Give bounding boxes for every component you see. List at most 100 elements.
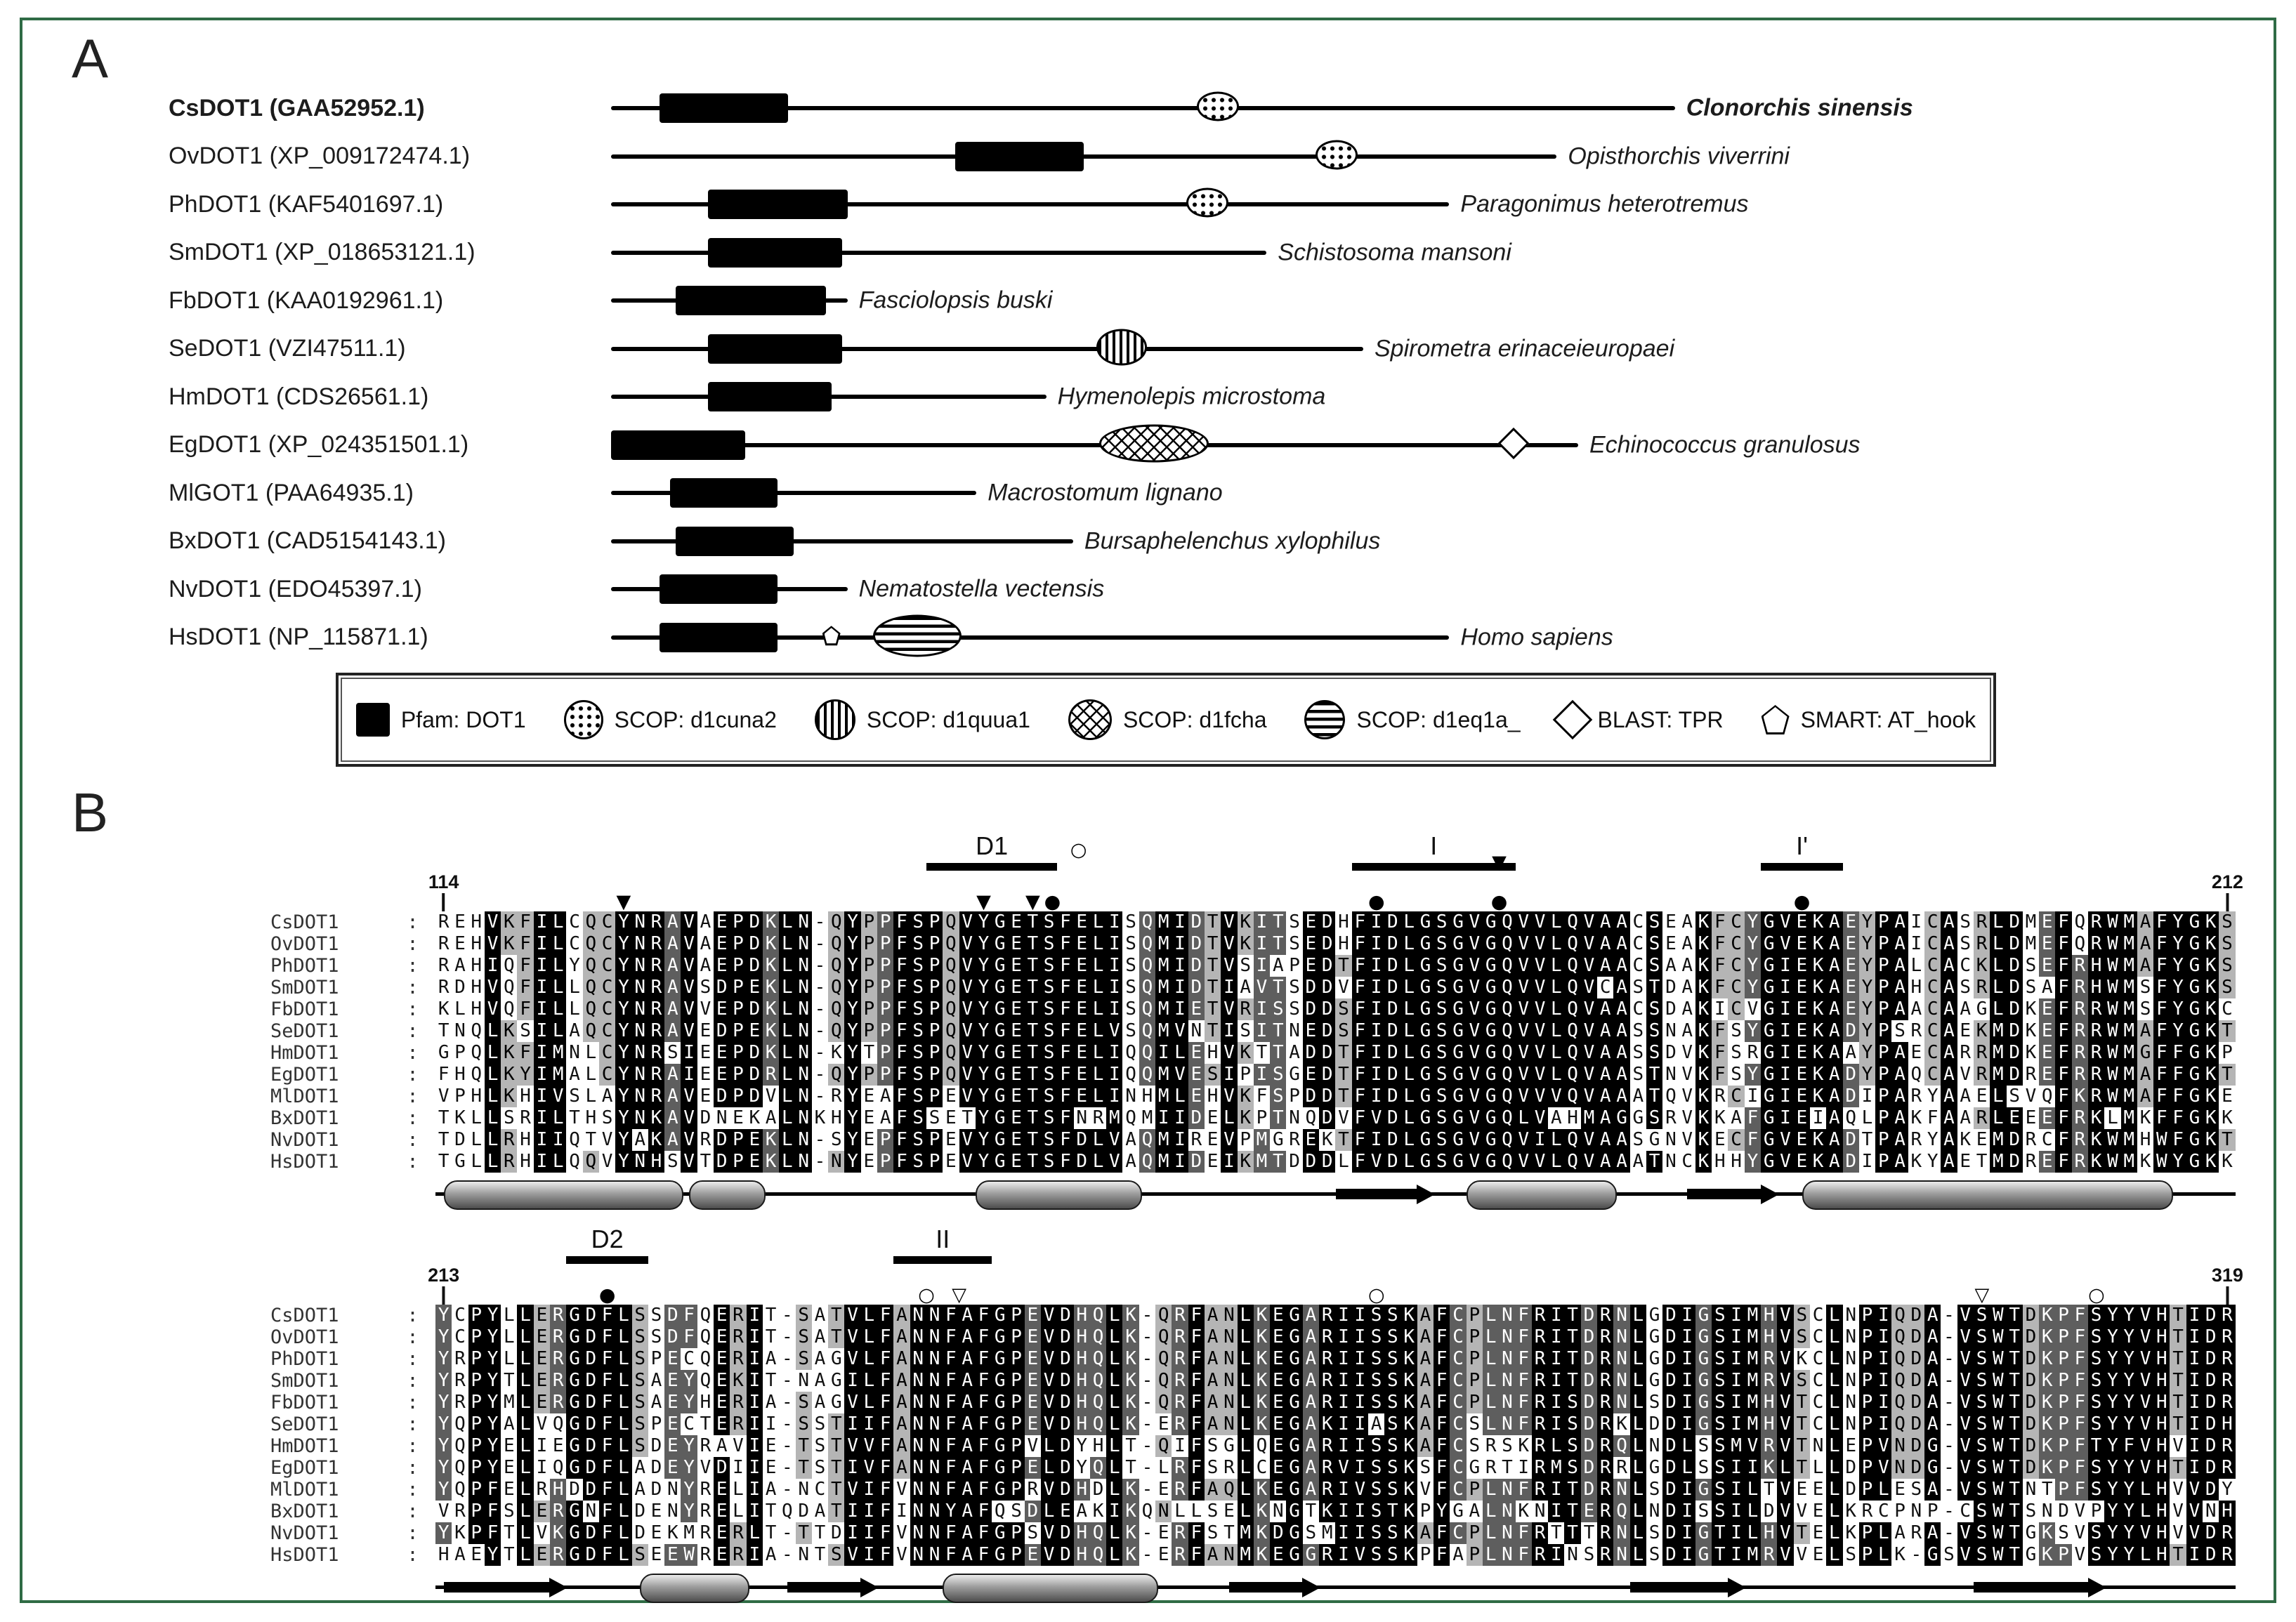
protein-label: NvDOT1 (EDO45397.1) xyxy=(169,575,422,602)
position-tick-line xyxy=(442,893,445,911)
alignment-row: FbDOT1: K L H V Q F I L L Q C Y N R A V V E P D K L N - Q Y P P F S P Q V… xyxy=(270,998,2233,1020)
scop-d1quua1-icon xyxy=(1096,329,1147,366)
seq-name-colon: : xyxy=(407,1064,419,1086)
seq-name-colon: : xyxy=(407,911,419,933)
legend-item: SCOP: d1fcha xyxy=(1068,699,1266,740)
helix-cylinder-icon xyxy=(689,1180,766,1210)
domain-track: Homo sapiens xyxy=(611,614,1686,662)
panel-a-domain-diagram: CsDOT1 (GAA52952.1) Clonorchis sinensis Ov… xyxy=(169,84,2205,661)
legend-item: SCOP: d1cuna2 xyxy=(563,700,777,739)
scop-d1fcha-icon xyxy=(1068,699,1112,740)
alignment-row: CsDOT1: Y C P Y L L E R G D F L S S D F Q E R I T - S A T V L F A N N F A… xyxy=(270,1305,2244,1326)
domain-track: Paragonimus heterotremus xyxy=(611,180,1748,229)
protein-label: FbDOT1 (KAA0192961.1) xyxy=(169,286,444,314)
strand-arrow-icon xyxy=(1629,1582,1728,1593)
protein-row: HsDOT1 (NP_115871.1) Homo sapiens xyxy=(169,614,2205,662)
domain-track: Macrostomum lignano xyxy=(611,469,1686,517)
alignment-block-2: 213 319 D2 II ● ○ ▽ ○ ▽ ○ CsDOT1: Y C P Y L L E R G D F L S S D F Q… xyxy=(270,1220,2244,1609)
protein-row: BxDOT1 (CAD5154143.1) Bursaphelenchus xyl… xyxy=(169,517,2205,566)
position-tick-line xyxy=(2226,893,2229,911)
pfam-dot1-domain-icon xyxy=(675,286,826,316)
strand-arrow-icon xyxy=(787,1582,861,1593)
alignment-row: SeDOT1: Y Q P Y A L V Q G D F L S P E C T E R I I - S S T I I F A N N F A… xyxy=(270,1413,2244,1435)
tri-down-marker-icon: ▼ xyxy=(1492,852,1507,873)
tri-down-open-marker-icon: ▽ xyxy=(952,1284,966,1306)
panel-a-legend: Pfam: DOT1 SCOP: d1cuna2 SCOP: d1quua1 SCOP… xyxy=(336,673,1996,767)
seq-name-colon: : xyxy=(407,1370,419,1392)
motif-bar xyxy=(1351,863,1516,871)
alignment-row: OvDOT1: Y C P Y L L E R G D F L S S D F Q E R I T - S A T V L F A N N F A… xyxy=(270,1326,2244,1348)
strand-arrow-icon xyxy=(1335,1189,1417,1199)
legend-item-label: SCOP: d1quua1 xyxy=(866,706,1030,732)
alignment-row: MlDOT1: V P H L K H I V S L A Y N R A V E D P D V L N - R Y E A F S P E V… xyxy=(270,1086,2233,1107)
alignment-row: SmDOT1: R D H V Q F I L L Q C Y N R A V S D P E K L N - Q Y P P F S P Q V… xyxy=(270,977,2244,998)
protein-label: EgDOT1 (XP_024351501.1) xyxy=(169,431,469,459)
domain-marker xyxy=(1096,329,1147,369)
seq-name-colon: : xyxy=(407,955,419,977)
seq-name-colon: : xyxy=(407,1522,419,1544)
seq-name-colon: : xyxy=(407,1326,419,1348)
alignment-markers: 114 212 D1 I I' ▼ ▼ ▼ ● ○ ● ● ▼ ● xyxy=(428,805,2243,913)
scop-d1cuna2-icon xyxy=(1315,140,1358,170)
alignment-row: PhDOT1: R A H I Q F I L Y Q C Y N R A V A E P D K L N - Q Y P P F S P Q V… xyxy=(270,955,2244,977)
species-label: Echinococcus granulosus xyxy=(1589,431,1861,459)
seq-name-colon: : xyxy=(407,933,419,955)
tri-down-marker-icon: ▼ xyxy=(976,891,991,913)
motif-bar xyxy=(1761,863,1843,871)
position-tick-line xyxy=(2226,1286,2229,1305)
species-label: Macrostomum lignano xyxy=(988,479,1223,506)
alignment-row: EgDOT1: Y Q P Y E L I Q G D F L A D E Y V D I I E - T S T I V F A N N F A… xyxy=(270,1457,2244,1479)
motif-label: D1 xyxy=(976,831,1009,860)
position-number: 213 xyxy=(428,1265,460,1286)
seq-name: FbDOT1 xyxy=(270,998,339,1020)
seq-name: SmDOT1 xyxy=(270,977,339,998)
alignment-row: FbDOT1: Y R P Y M L E R G D F L S A E Y H E R I A - S A G V L F A N N F A… xyxy=(270,1392,2244,1413)
dot-marker-icon: ● xyxy=(1044,891,1061,913)
position-number: 319 xyxy=(2211,1265,2243,1286)
motif-label: D2 xyxy=(591,1225,624,1253)
alignment-row: BxDOT1: V R P F S L E R G N F L D E N Y R E L I T Q D A T I I F I N N Y A… xyxy=(270,1501,2244,1522)
smart-at-hook-icon xyxy=(1761,705,1790,734)
alignment-rows: CsDOT1: R E H V K F I L C Q C Y N R A V A E P D K L N - Q Y P P F S P Q V… xyxy=(270,911,2244,1173)
strand-arrowhead-icon xyxy=(1302,1577,1321,1597)
seq-name: BxDOT1 xyxy=(270,1107,339,1129)
tri-down-marker-icon: ▼ xyxy=(616,891,631,913)
protein-row: CsDOT1 (GAA52952.1) Clonorchis sinensis xyxy=(169,84,2205,133)
species-label: Paragonimus heterotremus xyxy=(1460,190,1749,218)
legend-item: SCOP: d1eq1a_ xyxy=(1304,700,1521,739)
strand-arrow-icon xyxy=(1687,1189,1761,1199)
domain-marker xyxy=(1497,427,1530,459)
domain-track: Clonorchis sinensis xyxy=(611,84,1913,133)
circle-marker-icon: ○ xyxy=(1070,839,1087,861)
seq-name: HsDOT1 xyxy=(270,1544,339,1566)
alignment-row: HsDOT1: H A E Y T L E R G D F L S E E W R E R I A - N T S V I F V N N F A… xyxy=(270,1544,2244,1566)
secondary-structure-baseline xyxy=(435,1585,2236,1589)
seq-name-colon: : xyxy=(407,1348,419,1370)
species-label: Hymenolepis microstoma xyxy=(1057,383,1326,410)
species-label: Schistosoma mansoni xyxy=(1278,239,1511,266)
scop-d1cuna2-icon xyxy=(1186,187,1229,218)
alignment-markers: 213 319 D2 II ● ○ ▽ ○ ▽ ○ xyxy=(428,1220,2243,1306)
tri-down-open-marker-icon: ▽ xyxy=(1974,1284,1990,1306)
legend-item-label: SCOP: d1cuna2 xyxy=(614,706,777,732)
protein-label: MlGOT1 (PAA64935.1) xyxy=(169,479,414,506)
position-tick-line xyxy=(442,1286,445,1305)
seq-name-colon: : xyxy=(407,1020,419,1042)
legend-item-label: Pfam: DOT1 xyxy=(400,706,526,732)
strand-arrowhead-icon xyxy=(549,1577,568,1597)
alignment-row: PhDOT1: Y R P Y L L E R G D F L S P E C Q E R I A - S A G V L F A N N F A… xyxy=(270,1348,2244,1370)
position-number: 212 xyxy=(2211,871,2243,892)
secondary-structure-strip xyxy=(435,1570,2236,1609)
seq-name: PhDOT1 xyxy=(270,955,339,977)
motif-label: I xyxy=(1430,831,1438,860)
protein-label: OvDOT1 (XP_009172474.1) xyxy=(169,143,471,170)
alignment-row: MlDOT1: Y Q P F E L R H D D F L A D N Y R E L I A - N C T V I F V N N F A… xyxy=(270,1479,2233,1501)
alignment-row: NvDOT1: T D L L R H I I Q T V Y A K A V R D P E K L N - S Y E P F S P E V… xyxy=(270,1129,2244,1151)
domain-track: Nematostella vectensis xyxy=(611,565,1686,614)
pfam-dot1-domain-icon xyxy=(355,703,390,737)
alignment-row: NvDOT1: Y K P F T L V K G D F L D E K M R E R L T - T T D I I F V N N F A… xyxy=(270,1522,2244,1544)
scop-d1cuna2-icon xyxy=(563,700,603,739)
alignment-row: HsDOT1: T G L L R H I L Q Q V Y N H S V T D P E K L N - N Y E P F S P E V… xyxy=(270,1151,2233,1173)
seq-name: HsDOT1 xyxy=(270,1151,339,1173)
protein-backbone-line xyxy=(611,154,1557,159)
